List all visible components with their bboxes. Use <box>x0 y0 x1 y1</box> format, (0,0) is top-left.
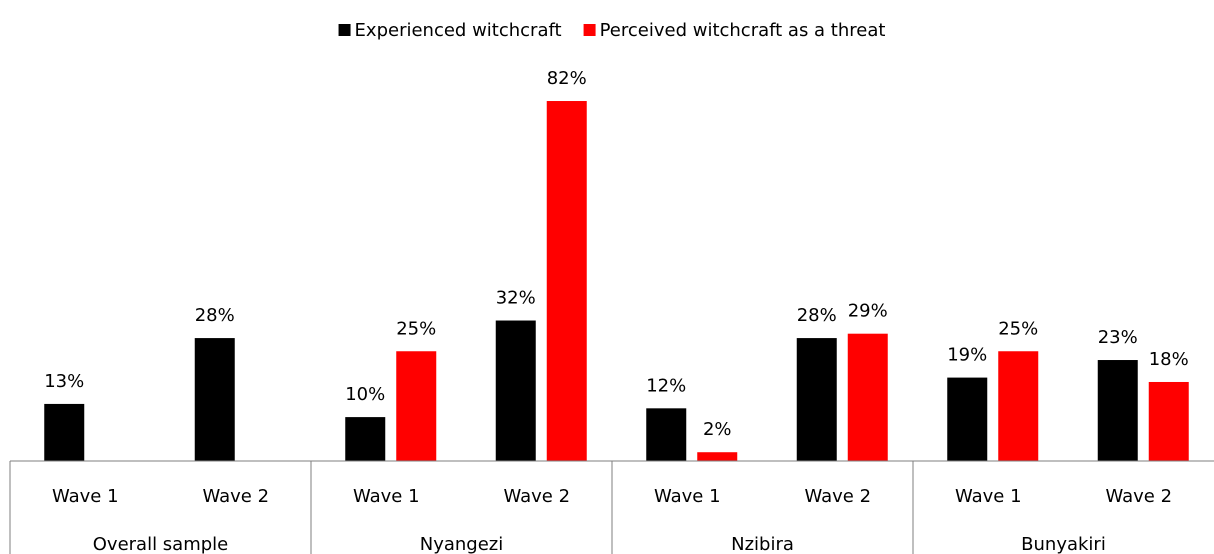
group-label: Nyangezi <box>420 534 504 554</box>
legend-swatch <box>338 24 351 36</box>
bar <box>947 377 988 461</box>
data-label: 25% <box>396 318 436 339</box>
bar <box>1148 381 1189 461</box>
group-label: Bunyakiri <box>1021 534 1106 554</box>
x-tick-label: Wave 1 <box>654 486 721 507</box>
bar <box>998 351 1039 461</box>
group-label: Overall sample <box>93 534 229 554</box>
bar <box>194 338 235 461</box>
x-tick-label: Wave 1 <box>353 486 420 507</box>
bar <box>1097 360 1138 461</box>
data-label: 13% <box>44 371 84 392</box>
data-label: 10% <box>345 384 385 405</box>
data-label: 29% <box>848 301 888 322</box>
x-tick-label: Wave 1 <box>955 486 1022 507</box>
data-label: 32% <box>496 288 536 309</box>
group-label: Nzibira <box>731 534 794 554</box>
legend-swatch <box>583 24 596 36</box>
bar <box>345 417 386 461</box>
bar <box>697 452 738 461</box>
bar <box>495 320 536 461</box>
data-label: 23% <box>1098 327 1138 348</box>
data-label: 2% <box>703 419 732 440</box>
data-label: 28% <box>195 305 235 326</box>
legend-label: Experienced witchcraft <box>355 20 562 41</box>
x-tick-label: Wave 1 <box>52 486 119 507</box>
data-label: 82% <box>547 68 587 89</box>
bar <box>546 101 587 462</box>
bar <box>796 338 837 461</box>
bar <box>847 333 888 461</box>
data-label: 19% <box>947 345 987 366</box>
data-label: 12% <box>646 375 686 396</box>
x-tick-label: Wave 2 <box>804 486 871 507</box>
bar <box>44 403 85 461</box>
x-tick-label: Wave 2 <box>202 486 269 507</box>
x-tick-label: Wave 2 <box>1105 486 1172 507</box>
bar <box>396 351 437 461</box>
x-tick-label: Wave 2 <box>503 486 570 507</box>
data-label: 28% <box>797 305 837 326</box>
legend-label: Perceived witchcraft as a threat <box>600 20 886 41</box>
data-label: 18% <box>1149 349 1189 370</box>
data-label: 25% <box>998 318 1038 339</box>
bar <box>646 408 687 461</box>
